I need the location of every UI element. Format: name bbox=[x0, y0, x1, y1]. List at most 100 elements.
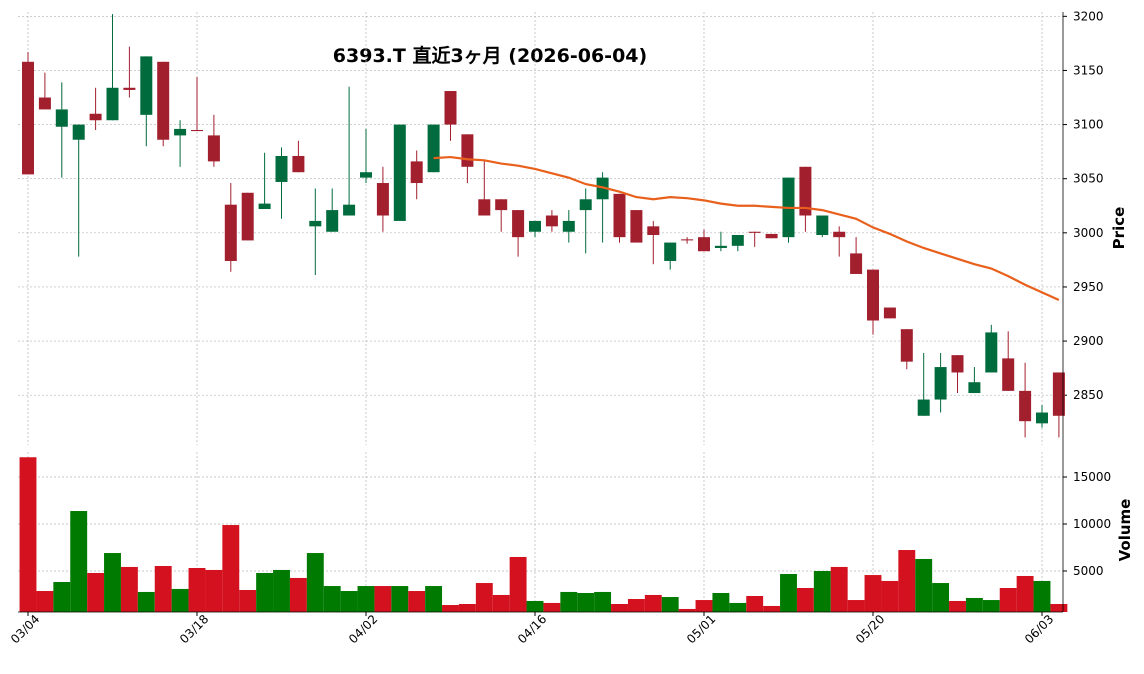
x-tick-label: 05/20 bbox=[853, 612, 887, 646]
volume-bar bbox=[847, 600, 865, 612]
moving-average-line bbox=[433, 155, 1060, 301]
chart-title: 6393.T 直近3ヶ月 (2026-06-04) bbox=[333, 44, 647, 67]
y-tick-label: 3100 bbox=[1073, 118, 1104, 132]
y-tick-label: 2850 bbox=[1073, 388, 1104, 402]
candle-body bbox=[579, 199, 592, 211]
x-tick-label: 03/04 bbox=[8, 612, 42, 646]
candle-body bbox=[343, 204, 356, 216]
volume-bar bbox=[36, 591, 54, 612]
candle-body bbox=[157, 61, 170, 140]
candle-body bbox=[140, 56, 153, 115]
candle-body bbox=[731, 234, 744, 246]
candle-body bbox=[850, 253, 863, 274]
candle-body bbox=[241, 192, 254, 241]
volume-bar bbox=[425, 586, 443, 612]
candle-body bbox=[174, 128, 187, 136]
candle-body bbox=[1052, 372, 1065, 416]
candle-body bbox=[647, 226, 660, 235]
candle-body bbox=[360, 172, 372, 178]
volume-bar bbox=[256, 572, 274, 612]
candle-body bbox=[562, 220, 575, 232]
candle-body bbox=[224, 204, 237, 261]
candle-body bbox=[393, 124, 406, 221]
volume-bar bbox=[999, 588, 1017, 612]
volume-bar bbox=[273, 569, 290, 612]
candle-body bbox=[799, 166, 812, 216]
candle-body bbox=[461, 134, 474, 167]
candle-body bbox=[275, 155, 288, 182]
volume-bar bbox=[543, 602, 561, 612]
y-tick-label: 3150 bbox=[1073, 63, 1104, 77]
volume-bar bbox=[746, 596, 764, 612]
volume-bar bbox=[915, 558, 933, 612]
x-tick-label: 04/02 bbox=[346, 612, 380, 646]
volume-bar bbox=[644, 594, 662, 612]
volume-bar bbox=[830, 566, 848, 612]
candle-body bbox=[748, 231, 761, 233]
volume-bar bbox=[881, 580, 899, 612]
volume-bar bbox=[949, 600, 966, 612]
volume-bar bbox=[120, 566, 138, 612]
volume-bar bbox=[137, 591, 155, 612]
candle-body bbox=[545, 215, 558, 227]
candle-body bbox=[664, 242, 677, 261]
volume-bar bbox=[611, 603, 628, 612]
candle-body bbox=[72, 124, 85, 140]
volume-bar bbox=[171, 588, 189, 612]
volume-bar bbox=[577, 592, 595, 612]
candle-body bbox=[292, 155, 305, 173]
volume-bar bbox=[1016, 575, 1034, 612]
volume-axis-label: Volume bbox=[1116, 499, 1134, 562]
candle-body bbox=[630, 210, 643, 243]
candle-body bbox=[883, 307, 896, 319]
volume-bar bbox=[87, 572, 105, 612]
candle-body bbox=[376, 183, 389, 216]
candle-body bbox=[529, 220, 541, 232]
candle-body bbox=[765, 233, 778, 239]
candle-body bbox=[89, 113, 102, 121]
volume-bar bbox=[763, 605, 781, 612]
volume-bar bbox=[864, 575, 882, 612]
volume-tick-label: 10000 bbox=[1073, 517, 1111, 531]
volume-tick-label: 15000 bbox=[1073, 470, 1111, 484]
candle-body bbox=[258, 203, 271, 210]
candle-body bbox=[714, 245, 727, 248]
candle-body bbox=[444, 91, 457, 125]
y-axis-label: Price bbox=[1110, 207, 1128, 250]
candle-body bbox=[917, 399, 930, 416]
x-tick-label: 05/01 bbox=[684, 612, 718, 646]
volume-bar bbox=[357, 586, 375, 612]
candle-body bbox=[698, 237, 710, 252]
volume-bar bbox=[188, 567, 206, 612]
volume-bar bbox=[796, 588, 814, 612]
candle-body bbox=[1036, 412, 1048, 424]
volume-bar bbox=[391, 586, 409, 612]
candle-body bbox=[309, 220, 322, 227]
volume-bar bbox=[982, 600, 1000, 612]
volume-bar bbox=[104, 553, 121, 612]
volume-bar bbox=[374, 586, 392, 612]
volume-bar bbox=[627, 599, 645, 612]
candle-body bbox=[123, 87, 136, 90]
y-tick-label: 3050 bbox=[1073, 172, 1104, 186]
candle-body bbox=[22, 61, 34, 175]
y-tick-label: 3200 bbox=[1073, 9, 1104, 23]
candle-body bbox=[55, 109, 68, 127]
volume-bar bbox=[340, 591, 358, 612]
candle-body bbox=[613, 193, 626, 238]
volume-bar bbox=[289, 577, 307, 612]
volume-bar bbox=[222, 525, 240, 612]
volume-bar bbox=[594, 591, 612, 612]
y-tick-label: 2950 bbox=[1073, 280, 1104, 294]
candle-body bbox=[207, 135, 220, 162]
y-tick-label: 3000 bbox=[1073, 226, 1104, 240]
volume-bar bbox=[306, 553, 324, 612]
volume-bar bbox=[661, 597, 679, 612]
volume-bar bbox=[408, 591, 426, 612]
x-tick-label: 03/18 bbox=[177, 612, 211, 646]
candle-body bbox=[38, 97, 51, 110]
candle-body bbox=[951, 355, 964, 373]
volume-bar bbox=[898, 550, 916, 612]
volume-bar bbox=[780, 574, 797, 612]
